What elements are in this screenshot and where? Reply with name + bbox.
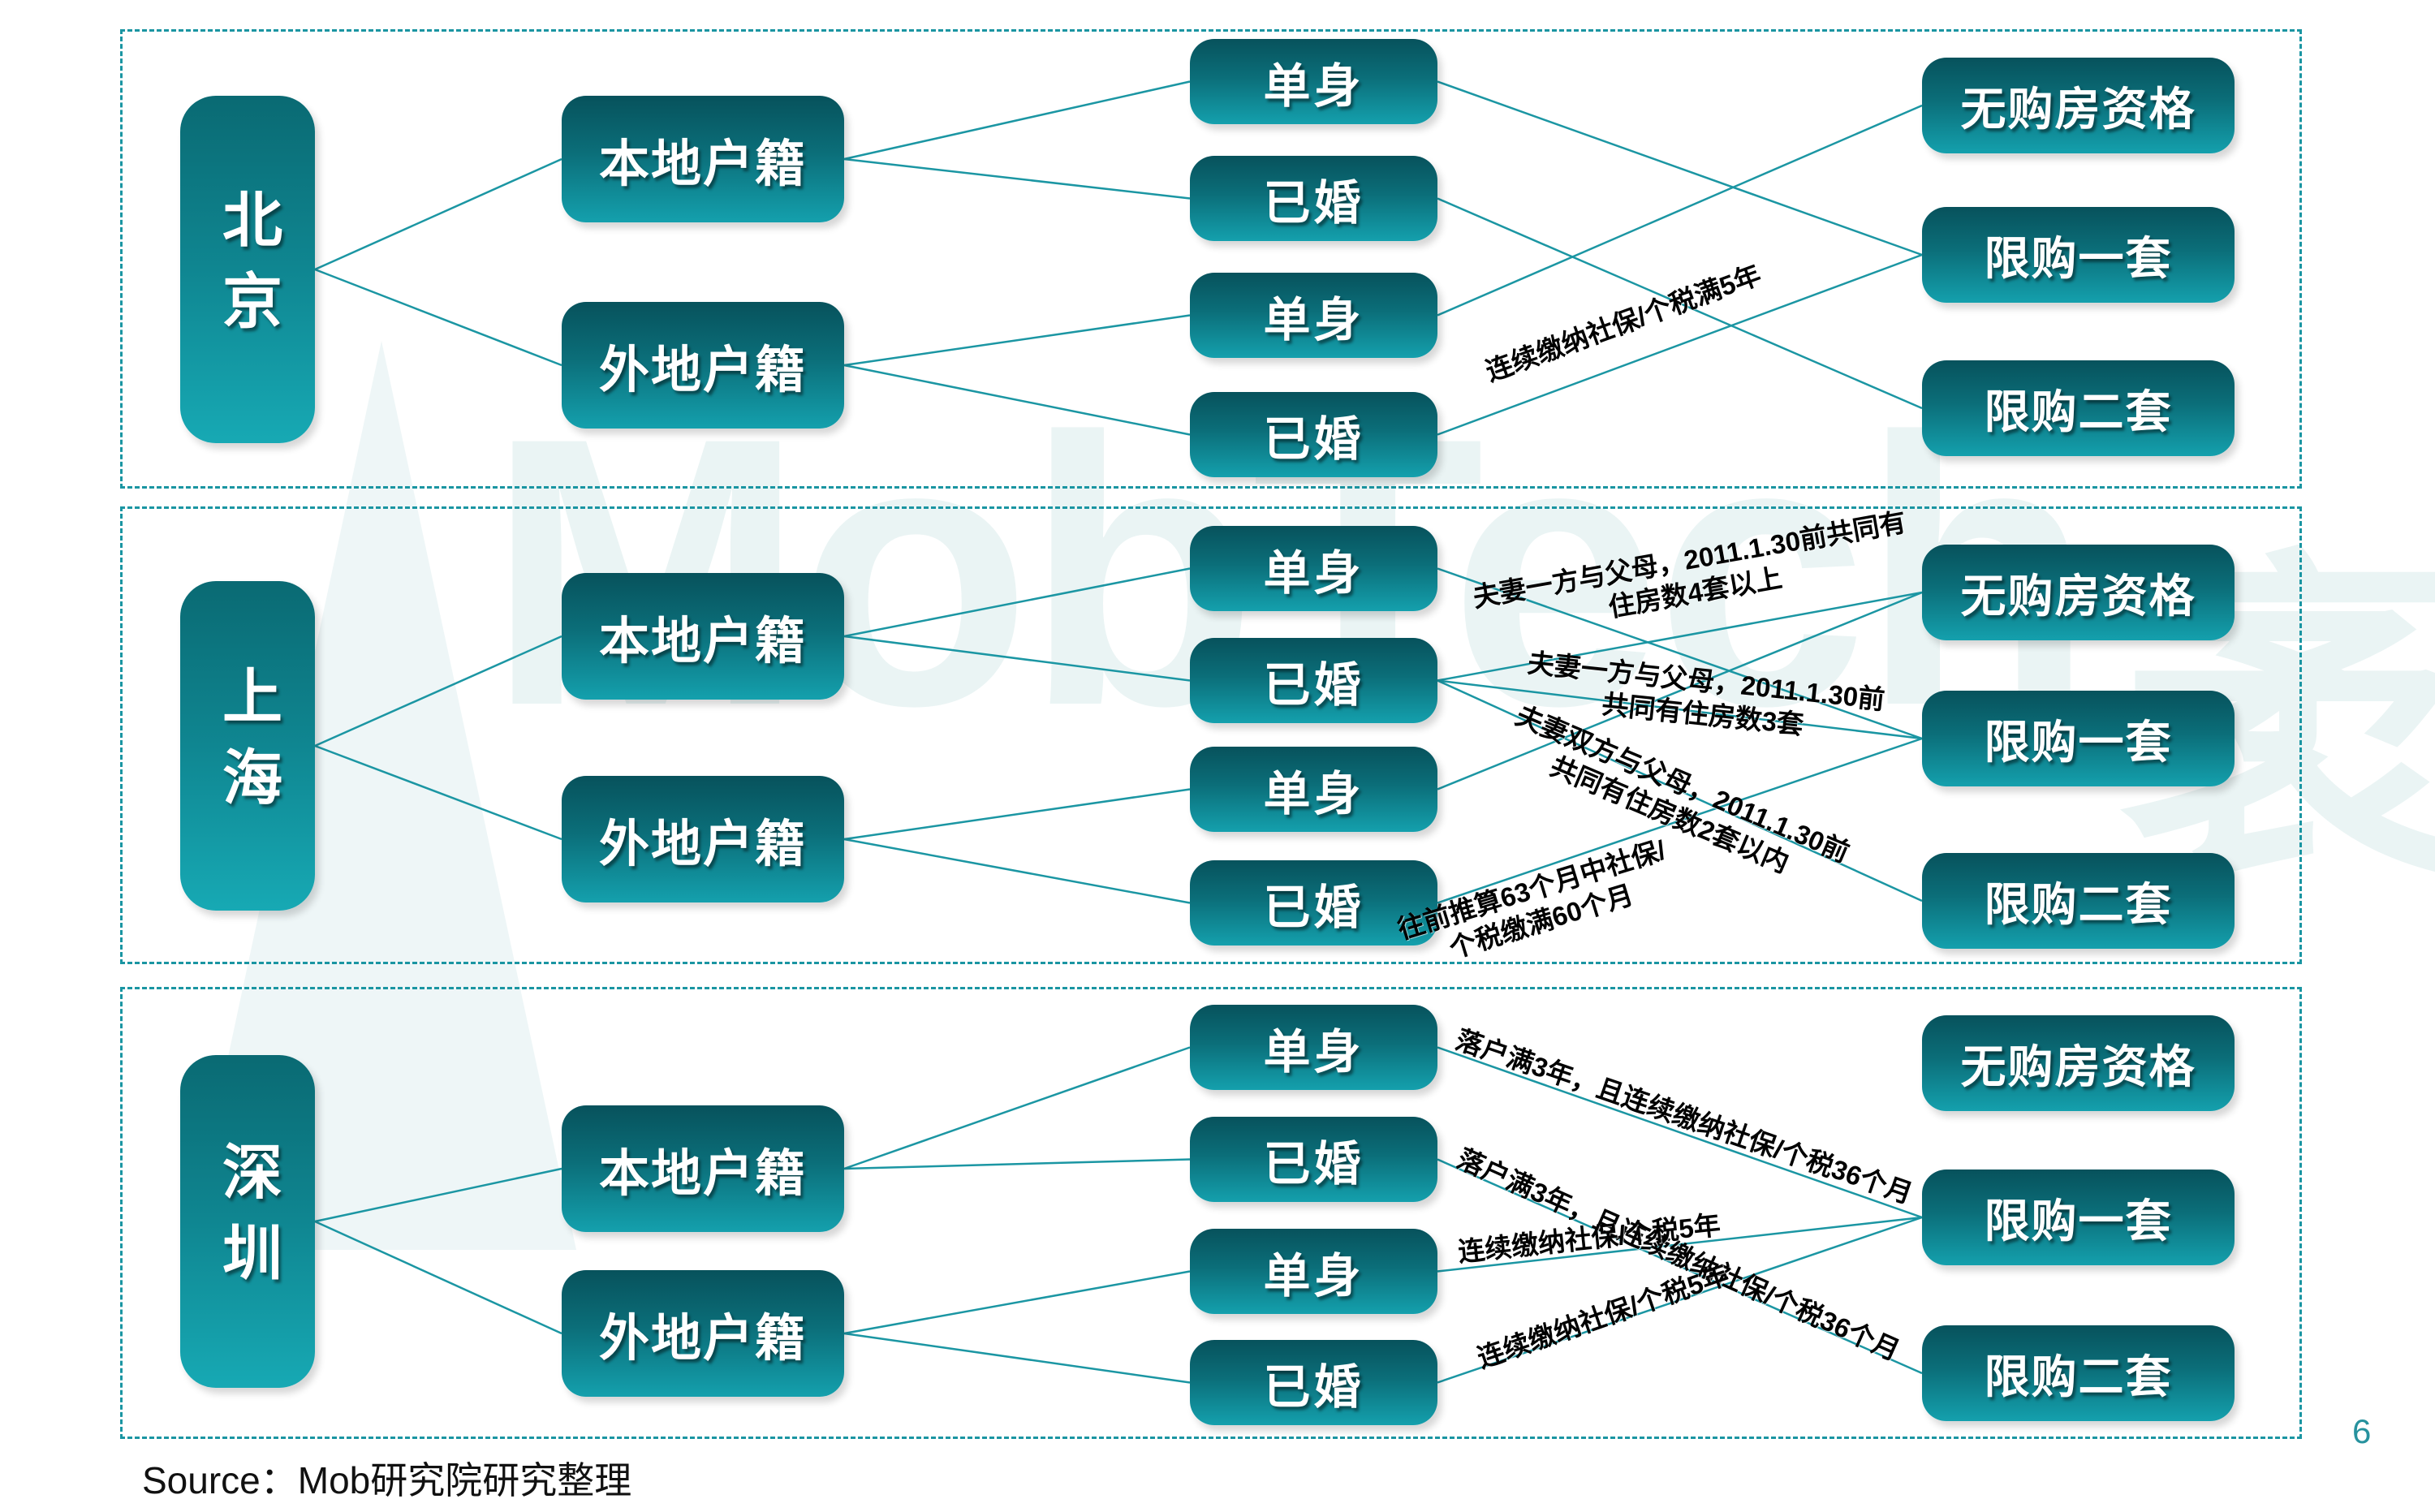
- node-shenzhen-local-hukou: 本地户籍: [562, 1105, 844, 1232]
- node-label: 限购一套: [1984, 1195, 2173, 1247]
- node-shanghai-nonlocal-hukou: 外地户籍: [562, 776, 844, 902]
- node-label: 已婚: [1263, 412, 1364, 466]
- node-shenzhen-nonlocal-hukou: 外地户籍: [562, 1270, 844, 1397]
- node-label: 单身: [1263, 59, 1364, 113]
- node-shanghai-nonlocal-married: 已婚: [1190, 860, 1437, 946]
- node-label: 外地户籍: [598, 1311, 807, 1367]
- node-beijing-limit-two: 限购二套: [1922, 360, 2235, 456]
- node-beijing-local-single: 单身: [1190, 39, 1437, 124]
- node-shanghai-local-single: 单身: [1190, 526, 1437, 611]
- node-beijing-nonlocal-married: 已婚: [1190, 392, 1437, 477]
- node-shenzhen-local-married: 已婚: [1190, 1117, 1437, 1202]
- node-beijing-local-married: 已婚: [1190, 156, 1437, 241]
- node-label: 限购二套: [1984, 878, 2173, 930]
- node-beijing-no-eligibility: 无购房资格: [1922, 58, 2235, 153]
- node-shenzhen-limit-two: 限购二套: [1922, 1325, 2235, 1421]
- node-label: 无购房资格: [1960, 570, 2196, 622]
- node-label: 已婚: [1263, 176, 1364, 230]
- node-label: 限购二套: [1984, 386, 2173, 437]
- city-box-shanghai: 上海: [180, 581, 315, 911]
- node-beijing-limit-one: 限购一套: [1922, 207, 2235, 303]
- node-shenzhen-no-eligibility: 无购房资格: [1922, 1015, 2235, 1111]
- node-shanghai-limit-one: 限购一套: [1922, 691, 2235, 786]
- node-beijing-nonlocal-hukou: 外地户籍: [562, 302, 844, 429]
- node-label: 已婚: [1263, 881, 1364, 934]
- node-label: 限购一套: [1984, 716, 2173, 768]
- source-caption: Source：Mob研究院研究整理: [142, 1459, 632, 1501]
- node-shenzhen-nonlocal-single: 单身: [1190, 1229, 1437, 1314]
- city-box-beijing: 北京: [180, 96, 315, 443]
- panel-beijing: [120, 29, 2302, 489]
- node-shenzhen-local-single: 单身: [1190, 1005, 1437, 1090]
- node-label: 本地户籍: [598, 614, 807, 670]
- node-label: 单身: [1263, 293, 1364, 347]
- panel-shanghai: [120, 506, 2302, 964]
- node-shenzhen-limit-one: 限购一套: [1922, 1170, 2235, 1265]
- node-shenzhen-nonlocal-married: 已婚: [1190, 1340, 1437, 1425]
- node-label: 已婚: [1263, 1137, 1364, 1191]
- node-label: 无购房资格: [1960, 1040, 2196, 1092]
- panel-shenzhen: [120, 987, 2302, 1439]
- city-label-shanghai: 上海: [213, 665, 282, 827]
- node-beijing-local-hukou: 本地户籍: [562, 96, 844, 222]
- node-label: 本地户籍: [598, 136, 807, 192]
- node-shanghai-local-hukou: 本地户籍: [562, 573, 844, 700]
- node-shanghai-local-married: 已婚: [1190, 638, 1437, 723]
- node-shanghai-no-eligibility: 无购房资格: [1922, 545, 2235, 640]
- city-label-beijing: 北京: [213, 188, 282, 351]
- node-label: 单身: [1263, 1025, 1364, 1079]
- node-label: 限购二套: [1984, 1350, 2173, 1402]
- city-label-shenzhen: 深圳: [213, 1140, 282, 1303]
- node-shanghai-nonlocal-single: 单身: [1190, 747, 1437, 832]
- city-box-shenzhen: 深圳: [180, 1055, 315, 1388]
- node-beijing-nonlocal-single: 单身: [1190, 273, 1437, 358]
- node-label: 已婚: [1263, 1360, 1364, 1414]
- node-label: 外地户籍: [598, 816, 807, 872]
- node-label: 本地户籍: [598, 1146, 807, 1202]
- node-label: 外地户籍: [598, 342, 807, 398]
- node-label: 无购房资格: [1960, 83, 2196, 135]
- node-label: 单身: [1263, 767, 1364, 821]
- node-shanghai-limit-two: 限购二套: [1922, 853, 2235, 949]
- page-number: 6: [2352, 1412, 2372, 1450]
- node-label: 单身: [1263, 1249, 1364, 1303]
- node-label: 已婚: [1263, 658, 1364, 712]
- node-label: 单身: [1263, 546, 1364, 600]
- node-label: 限购一套: [1984, 232, 2173, 284]
